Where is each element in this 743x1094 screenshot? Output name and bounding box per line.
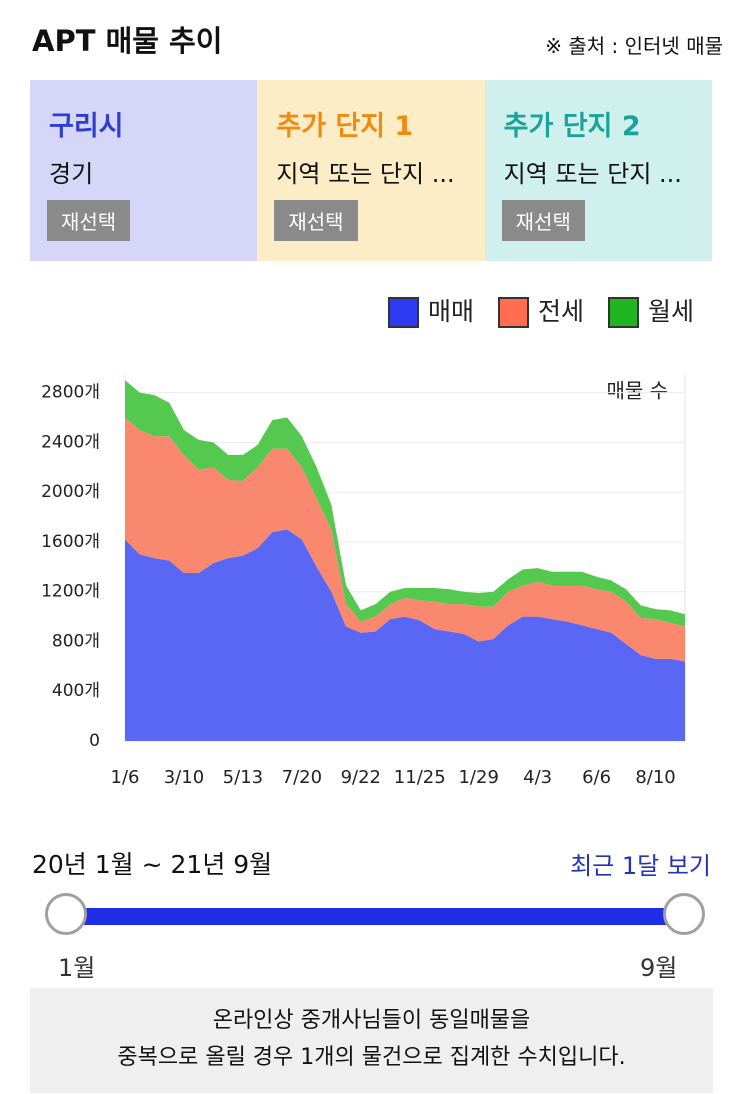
range-start-handle[interactable]	[45, 893, 87, 935]
y-tick-label: 1600개	[41, 532, 100, 552]
x-tick-label: 7/20	[282, 767, 322, 788]
x-tick-label: 3/10	[164, 767, 204, 788]
card-subtitle: 지역 또는 단지 ...	[503, 160, 682, 188]
card-title: 추가 단지 2	[503, 111, 641, 142]
x-tick-label: 8/10	[635, 767, 675, 788]
page-title: APT 매물 추이	[32, 24, 223, 58]
y-tick-label: 1200개	[41, 582, 100, 602]
legend-swatch	[608, 297, 639, 328]
legend-swatch	[498, 297, 529, 328]
range-end-handle[interactable]	[663, 893, 705, 935]
chart: 매물 수 0 400개 800개 1200개 1600개 2000개 2400개 2800개 1…	[41, 297, 694, 788]
x-tick-label: 6/6	[582, 767, 611, 788]
legend-label: 월세	[648, 297, 694, 326]
card-title: 구리시	[49, 111, 124, 142]
range-end-label: 9월	[640, 954, 678, 982]
card-subtitle: 경기	[49, 160, 94, 188]
reselect-button[interactable]: 재선택	[274, 200, 358, 241]
legend-swatch	[388, 297, 419, 328]
card-title: 추가 단지 1	[276, 111, 414, 142]
legend-label: 매매	[428, 297, 474, 326]
y-tick-label: 0	[89, 731, 100, 751]
range-start-label: 1월	[58, 954, 96, 982]
region-card[interactable]: 추가 단지 1 지역 또는 단지 ... 재선택	[257, 80, 485, 261]
legend: 매매 전세 월세	[388, 297, 694, 328]
notice-line: 온라인상 중개사님들이 동일매물을	[212, 1008, 531, 1033]
reselect-button[interactable]: 재선택	[47, 200, 131, 241]
y-tick-label: 2000개	[41, 482, 100, 502]
source-note: ※ 출처 : 인터넷 매물	[545, 34, 723, 58]
recent-month-link[interactable]: 최근 1달 보기	[570, 852, 711, 880]
x-tick-label: 1/6	[111, 767, 140, 788]
x-tick-label: 1/29	[458, 767, 498, 788]
notice-box: 온라인상 중개사님들이 동일매물을 중복으로 올릴 경우 1개의 물건으로 집계…	[30, 988, 713, 1093]
reselect-button[interactable]: 재선택	[501, 200, 585, 241]
x-tick-label: 5/13	[223, 767, 263, 788]
y-tick-label: 2400개	[41, 432, 100, 452]
legend-label: 전세	[538, 297, 584, 326]
region-card[interactable]: 구리시 경기 재선택	[30, 80, 258, 261]
x-tick-label: 11/25	[394, 767, 446, 788]
area-2	[125, 380, 685, 627]
y-tick-label: 800개	[52, 631, 100, 651]
range-track	[66, 908, 684, 925]
area-0	[125, 529, 685, 741]
card-subtitle: 지역 또는 단지 ...	[276, 160, 455, 188]
x-tick-label: 4/3	[523, 767, 552, 788]
card-row: 구리시 경기 재선택 추가 단지 1 지역 또는 단지 ... 재선택 추가 단…	[30, 80, 712, 261]
x-tick-label: 9/22	[341, 767, 381, 788]
region-card[interactable]: 추가 단지 2 지역 또는 단지 ... 재선택	[484, 80, 712, 261]
y-tick-label: 400개	[52, 681, 100, 701]
y-axis-title: 매물 수	[606, 379, 668, 403]
area-1	[125, 417, 685, 662]
period-label: 20년 1월 ~ 21년 9월	[32, 850, 273, 879]
notice-line: 중복으로 올릴 경우 1개의 물건으로 집계한 수치입니다.	[117, 1045, 626, 1070]
y-tick-label: 2800개	[41, 383, 100, 403]
